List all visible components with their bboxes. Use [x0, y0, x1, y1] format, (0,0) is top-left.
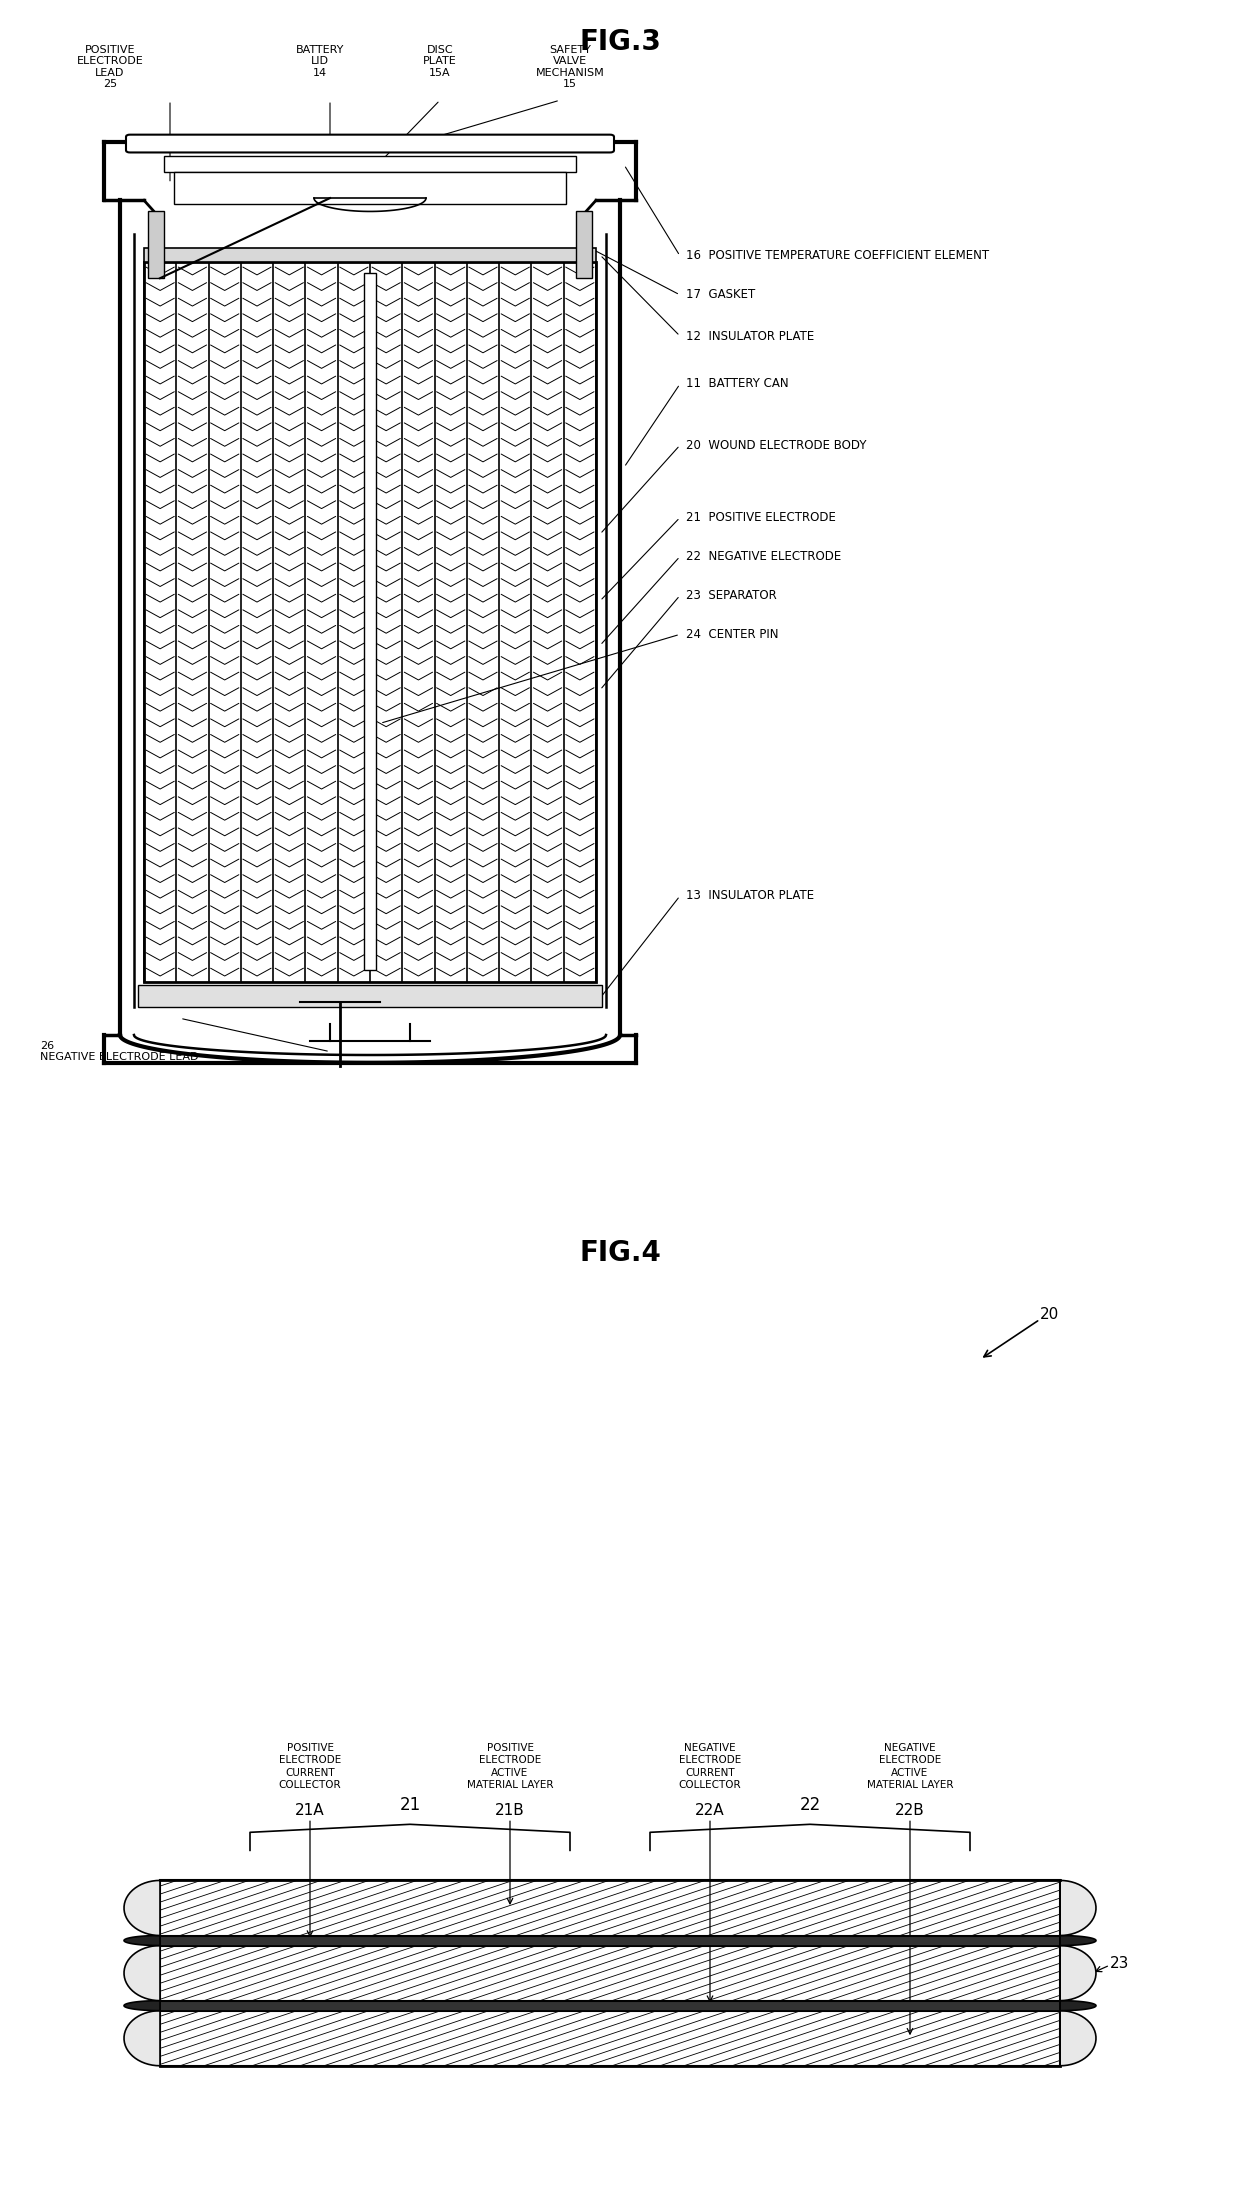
Text: BATTERY
LID
14: BATTERY LID 14 — [296, 44, 345, 79]
Bar — [174, 173, 565, 203]
Bar — [577, 212, 591, 278]
Text: 23  SEPARATOR: 23 SEPARATOR — [686, 588, 776, 601]
Text: 16  POSITIVE TEMPERATURE COEFFICIENT ELEMENT: 16 POSITIVE TEMPERATURE COEFFICIENT ELEM… — [686, 249, 990, 262]
Text: SAFETY
VALVE
MECHANISM
15: SAFETY VALVE MECHANISM 15 — [536, 44, 604, 90]
Text: 21: 21 — [399, 1797, 420, 1814]
Polygon shape — [124, 1880, 160, 1935]
FancyBboxPatch shape — [126, 136, 614, 153]
Text: 22: 22 — [800, 1797, 821, 1814]
Polygon shape — [160, 2011, 1060, 2066]
Text: 17  GASKET: 17 GASKET — [686, 289, 755, 302]
Bar — [144, 249, 596, 262]
Text: 24  CENTER PIN: 24 CENTER PIN — [686, 627, 779, 640]
Bar — [365, 273, 376, 971]
Bar — [160, 1946, 1060, 2000]
Text: 12  INSULATOR PLATE: 12 INSULATOR PLATE — [686, 330, 815, 343]
Polygon shape — [124, 1946, 160, 2000]
Polygon shape — [1060, 1880, 1096, 1935]
Text: POSITIVE
ELECTRODE
ACTIVE
MATERIAL LAYER: POSITIVE ELECTRODE ACTIVE MATERIAL LAYER — [466, 1742, 553, 1790]
Text: FIG.4: FIG.4 — [579, 1239, 661, 1268]
Polygon shape — [124, 2011, 160, 2066]
Polygon shape — [1060, 2011, 1096, 2066]
Bar — [144, 262, 596, 982]
Text: 21A: 21A — [295, 1803, 325, 1819]
Polygon shape — [124, 1935, 160, 1946]
Text: 22A: 22A — [696, 1803, 725, 1819]
Bar — [160, 2000, 1060, 2011]
Text: 22B: 22B — [895, 1803, 925, 1819]
Text: POSITIVE
ELECTRODE
CURRENT
COLLECTOR: POSITIVE ELECTRODE CURRENT COLLECTOR — [279, 1742, 341, 1790]
Text: 11  BATTERY CAN: 11 BATTERY CAN — [686, 378, 789, 391]
Polygon shape — [1060, 1946, 1096, 2000]
Bar — [160, 2011, 1060, 2066]
Text: 20: 20 — [1040, 1307, 1059, 1323]
Polygon shape — [160, 1880, 1060, 1935]
Text: 21  POSITIVE ELECTRODE: 21 POSITIVE ELECTRODE — [686, 512, 836, 525]
Bar — [160, 1880, 1060, 1935]
Text: 22  NEGATIVE ELECTRODE: 22 NEGATIVE ELECTRODE — [686, 551, 841, 564]
Text: 13  INSULATOR PLATE: 13 INSULATOR PLATE — [686, 890, 815, 903]
Text: NEGATIVE
ELECTRODE
CURRENT
COLLECTOR: NEGATIVE ELECTRODE CURRENT COLLECTOR — [678, 1742, 742, 1790]
Bar — [138, 986, 601, 1008]
Text: 23: 23 — [1110, 1956, 1130, 1970]
Polygon shape — [1060, 2000, 1096, 2011]
Text: 26
NEGATIVE ELECTRODE LEAD: 26 NEGATIVE ELECTRODE LEAD — [40, 1041, 198, 1062]
Text: 21B: 21B — [495, 1803, 525, 1819]
Bar — [164, 155, 577, 173]
Polygon shape — [1060, 1935, 1096, 1946]
Text: 20  WOUND ELECTRODE BODY: 20 WOUND ELECTRODE BODY — [686, 439, 867, 453]
Polygon shape — [124, 2000, 160, 2011]
Text: POSITIVE
ELECTRODE
LEAD
25: POSITIVE ELECTRODE LEAD 25 — [77, 44, 144, 90]
Bar — [148, 212, 164, 278]
Polygon shape — [160, 1946, 1060, 2000]
Text: NEGATIVE
ELECTRODE
ACTIVE
MATERIAL LAYER: NEGATIVE ELECTRODE ACTIVE MATERIAL LAYER — [867, 1742, 954, 1790]
Text: DISC
PLATE
15A: DISC PLATE 15A — [423, 44, 456, 79]
Text: FIG.3: FIG.3 — [579, 28, 661, 57]
Bar — [144, 262, 596, 982]
Bar — [160, 1935, 1060, 1946]
